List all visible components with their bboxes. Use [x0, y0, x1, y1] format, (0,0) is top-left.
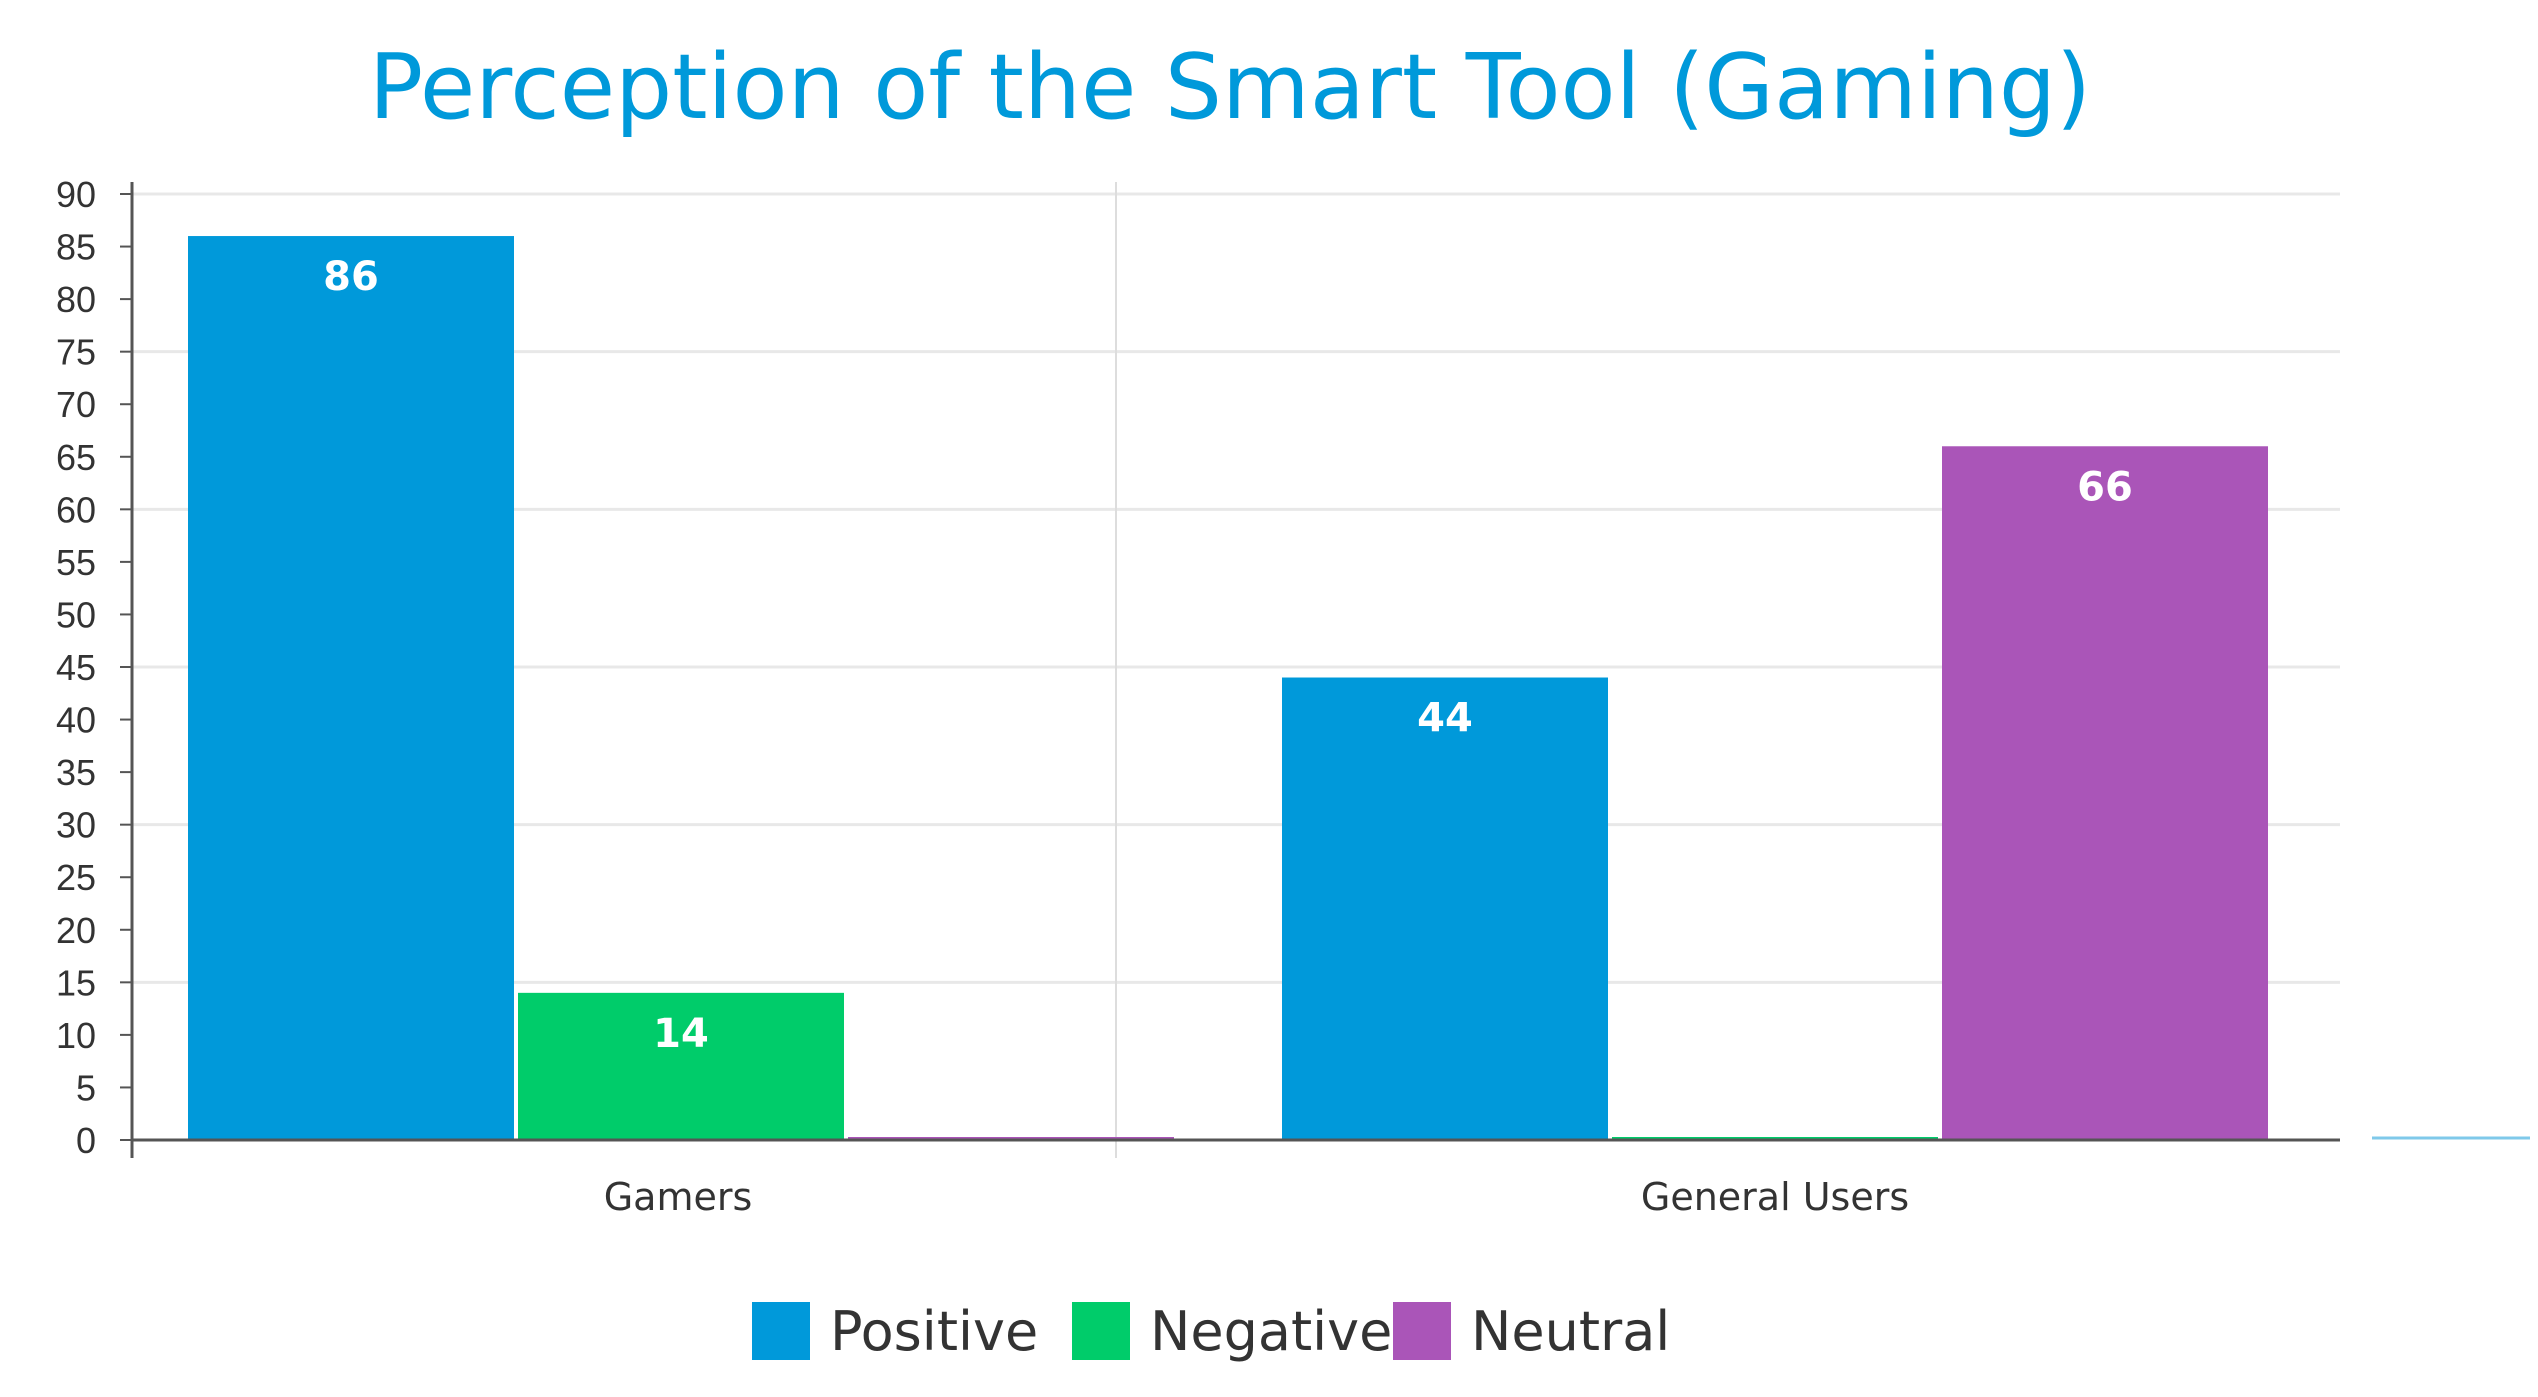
y-tick-label-20: 20 — [56, 910, 96, 951]
y-axis: 0 5 10 15 20 25 30 35 40 45 50 55 60 65 70 75 80 85 90 — [56, 174, 134, 1161]
legend-swatch-negative — [1072, 1302, 1130, 1360]
y-tick-label-15: 15 — [56, 962, 96, 1003]
legend-label-positive: Positive — [830, 1300, 1038, 1363]
y-tick-label-90: 90 — [56, 174, 96, 215]
data-label-positive-general-users: 44 — [1417, 696, 1473, 742]
y-tick-label-0: 0 — [76, 1120, 96, 1161]
legend-swatch-positive — [752, 1302, 810, 1360]
x-axis: Gamers General Users — [132, 1136, 2530, 1219]
bar-positive-gamers — [188, 236, 514, 1141]
y-tick-label-35: 35 — [56, 752, 96, 793]
chart-title: Perception of the Smart Tool (Gaming) — [369, 35, 2091, 140]
bars: 86 14 44 66 — [188, 236, 2268, 1141]
legend-label-neutral: Neutral — [1471, 1300, 1670, 1363]
x-tick-label-gamers: Gamers — [604, 1175, 753, 1219]
y-tick-label-45: 45 — [56, 647, 96, 688]
y-tick-label-70: 70 — [56, 384, 96, 425]
legend-label-negative: Negative — [1150, 1300, 1392, 1363]
y-tick-label-40: 40 — [56, 700, 96, 741]
y-tick-label-30: 30 — [56, 805, 96, 846]
bar-positive-general-users — [1282, 677, 1608, 1140]
bar-neutral-general-users — [1942, 446, 2268, 1140]
y-tick-label-25: 25 — [56, 857, 96, 898]
y-tick-label-75: 75 — [56, 332, 96, 373]
data-label-positive-gamers: 86 — [323, 254, 379, 300]
y-tick-label-85: 85 — [56, 227, 96, 268]
y-tick-label-80: 80 — [56, 279, 96, 320]
y-tick-label-65: 65 — [56, 437, 96, 478]
data-label-negative-gamers: 14 — [653, 1011, 709, 1057]
y-tick-label-10: 10 — [56, 1015, 96, 1056]
y-tick-label-50: 50 — [56, 594, 96, 635]
legend: Positive Negative Neutral — [752, 1300, 1670, 1363]
y-tick-label-60: 60 — [56, 489, 96, 530]
y-tick-label-5: 5 — [76, 1067, 96, 1108]
x-tick-label-general-users: General Users — [1641, 1175, 1909, 1219]
data-label-neutral-general-users: 66 — [2077, 464, 2133, 510]
bar-negative-gamers — [518, 992, 844, 1140]
y-tick-label-55: 55 — [56, 542, 96, 583]
legend-swatch-neutral — [1393, 1302, 1451, 1360]
